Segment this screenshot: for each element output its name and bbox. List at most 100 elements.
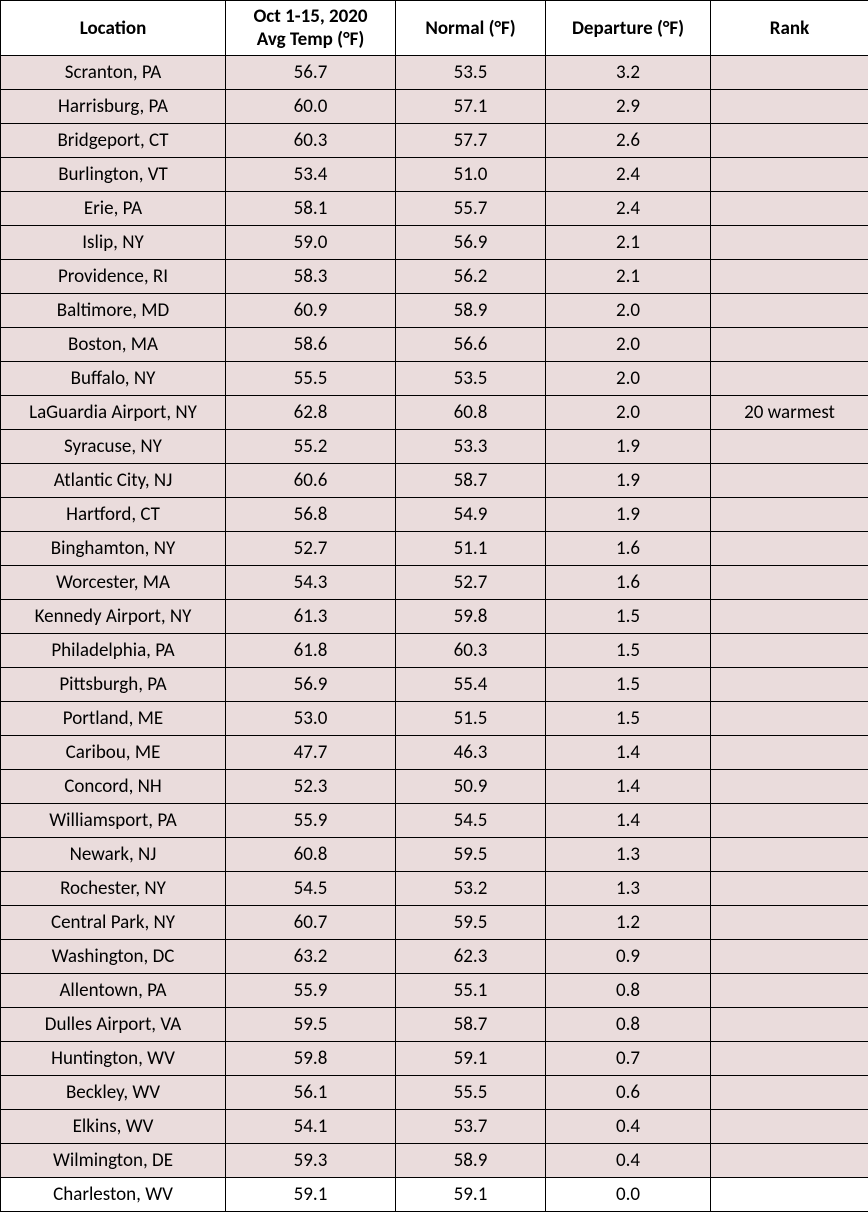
col-rank: Rank [711, 1, 868, 56]
cell-rank [711, 906, 868, 940]
cell-departure: 2.0 [546, 362, 711, 396]
cell-departure: 1.6 [546, 532, 711, 566]
cell-departure: 0.8 [546, 974, 711, 1008]
cell-rank [711, 668, 868, 702]
cell-location: LaGuardia Airport, NY [1, 396, 226, 430]
cell-departure: 1.9 [546, 498, 711, 532]
cell-normal: 53.3 [396, 430, 546, 464]
cell-normal: 56.2 [396, 260, 546, 294]
cell-departure: 0.6 [546, 1076, 711, 1110]
cell-location: Rochester, NY [1, 872, 226, 906]
cell-location: Central Park, NY [1, 906, 226, 940]
cell-rank [711, 226, 868, 260]
cell-departure: 3.2 [546, 56, 711, 90]
cell-location: Newark, NJ [1, 838, 226, 872]
table-row: Portland, ME53.051.51.5 [1, 702, 868, 736]
table-row: Beckley, WV56.155.50.6 [1, 1076, 868, 1110]
cell-avg-temp: 55.9 [226, 804, 396, 838]
table-row: Central Park, NY60.759.51.2 [1, 906, 868, 940]
table-row: Newark, NJ60.859.51.3 [1, 838, 868, 872]
cell-normal: 46.3 [396, 736, 546, 770]
cell-departure: 2.0 [546, 294, 711, 328]
table-row: Wilmington, DE59.358.90.4 [1, 1144, 868, 1178]
cell-normal: 59.8 [396, 600, 546, 634]
cell-normal: 55.7 [396, 192, 546, 226]
cell-departure: 0.7 [546, 1042, 711, 1076]
table-body: Scranton, PA56.753.53.2Harrisburg, PA60.… [1, 56, 868, 1212]
cell-location: Allentown, PA [1, 974, 226, 1008]
cell-normal: 53.2 [396, 872, 546, 906]
cell-avg-temp: 59.5 [226, 1008, 396, 1042]
cell-departure: 2.0 [546, 328, 711, 362]
cell-avg-temp: 59.8 [226, 1042, 396, 1076]
cell-location: Baltimore, MD [1, 294, 226, 328]
cell-normal: 53.5 [396, 362, 546, 396]
cell-location: Caribou, ME [1, 736, 226, 770]
cell-avg-temp: 62.8 [226, 396, 396, 430]
cell-normal: 54.9 [396, 498, 546, 532]
cell-normal: 56.9 [396, 226, 546, 260]
cell-departure: 0.8 [546, 1008, 711, 1042]
cell-departure: 2.9 [546, 90, 711, 124]
cell-normal: 60.8 [396, 396, 546, 430]
cell-rank [711, 294, 868, 328]
cell-rank [711, 838, 868, 872]
table-row: Rochester, NY54.553.21.3 [1, 872, 868, 906]
cell-avg-temp: 55.9 [226, 974, 396, 1008]
cell-departure: 0.4 [546, 1110, 711, 1144]
temperature-table: Location Oct 1-15, 2020 Avg Temp (°F) No… [0, 0, 868, 1212]
cell-location: Providence, RI [1, 260, 226, 294]
cell-avg-temp: 56.9 [226, 668, 396, 702]
cell-location: Elkins, WV [1, 1110, 226, 1144]
cell-location: Atlantic City, NJ [1, 464, 226, 498]
cell-avg-temp: 55.5 [226, 362, 396, 396]
col-departure: Departure (°F) [546, 1, 711, 56]
cell-normal: 51.5 [396, 702, 546, 736]
cell-departure: 1.4 [546, 770, 711, 804]
cell-location: Philadelphia, PA [1, 634, 226, 668]
cell-departure: 2.4 [546, 192, 711, 226]
cell-location: Hartford, CT [1, 498, 226, 532]
cell-location: Concord, NH [1, 770, 226, 804]
cell-rank [711, 600, 868, 634]
table-row: Philadelphia, PA61.860.31.5 [1, 634, 868, 668]
cell-location: Wilmington, DE [1, 1144, 226, 1178]
cell-departure: 1.6 [546, 566, 711, 600]
cell-departure: 2.1 [546, 260, 711, 294]
cell-normal: 51.0 [396, 158, 546, 192]
cell-rank [711, 1144, 868, 1178]
col-normal: Normal (°F) [396, 1, 546, 56]
cell-location: Burlington, VT [1, 158, 226, 192]
table-row: Providence, RI58.356.22.1 [1, 260, 868, 294]
cell-rank [711, 1008, 868, 1042]
table-row: Dulles Airport, VA59.558.70.8 [1, 1008, 868, 1042]
cell-avg-temp: 55.2 [226, 430, 396, 464]
cell-departure: 2.0 [546, 396, 711, 430]
cell-avg-temp: 58.3 [226, 260, 396, 294]
header-line1: Oct 1-15, 2020 [228, 5, 393, 28]
cell-normal: 62.3 [396, 940, 546, 974]
table-row: Burlington, VT53.451.02.4 [1, 158, 868, 192]
cell-departure: 1.4 [546, 804, 711, 838]
cell-normal: 59.1 [396, 1178, 546, 1212]
cell-avg-temp: 59.1 [226, 1178, 396, 1212]
cell-normal: 60.3 [396, 634, 546, 668]
cell-location: Syracuse, NY [1, 430, 226, 464]
cell-location: Harrisburg, PA [1, 90, 226, 124]
cell-location: Pittsburgh, PA [1, 668, 226, 702]
cell-location: Kennedy Airport, NY [1, 600, 226, 634]
cell-location: Boston, MA [1, 328, 226, 362]
table-row: Elkins, WV54.153.70.4 [1, 1110, 868, 1144]
cell-location: Beckley, WV [1, 1076, 226, 1110]
cell-avg-temp: 63.2 [226, 940, 396, 974]
cell-departure: 1.3 [546, 838, 711, 872]
table-row: Bridgeport, CT60.357.72.6 [1, 124, 868, 158]
cell-normal: 59.5 [396, 906, 546, 940]
cell-rank [711, 158, 868, 192]
table-row: Williamsport, PA55.954.51.4 [1, 804, 868, 838]
cell-location: Dulles Airport, VA [1, 1008, 226, 1042]
cell-avg-temp: 58.6 [226, 328, 396, 362]
table-row: Syracuse, NY55.253.31.9 [1, 430, 868, 464]
table-row: Hartford, CT56.854.91.9 [1, 498, 868, 532]
cell-rank [711, 872, 868, 906]
